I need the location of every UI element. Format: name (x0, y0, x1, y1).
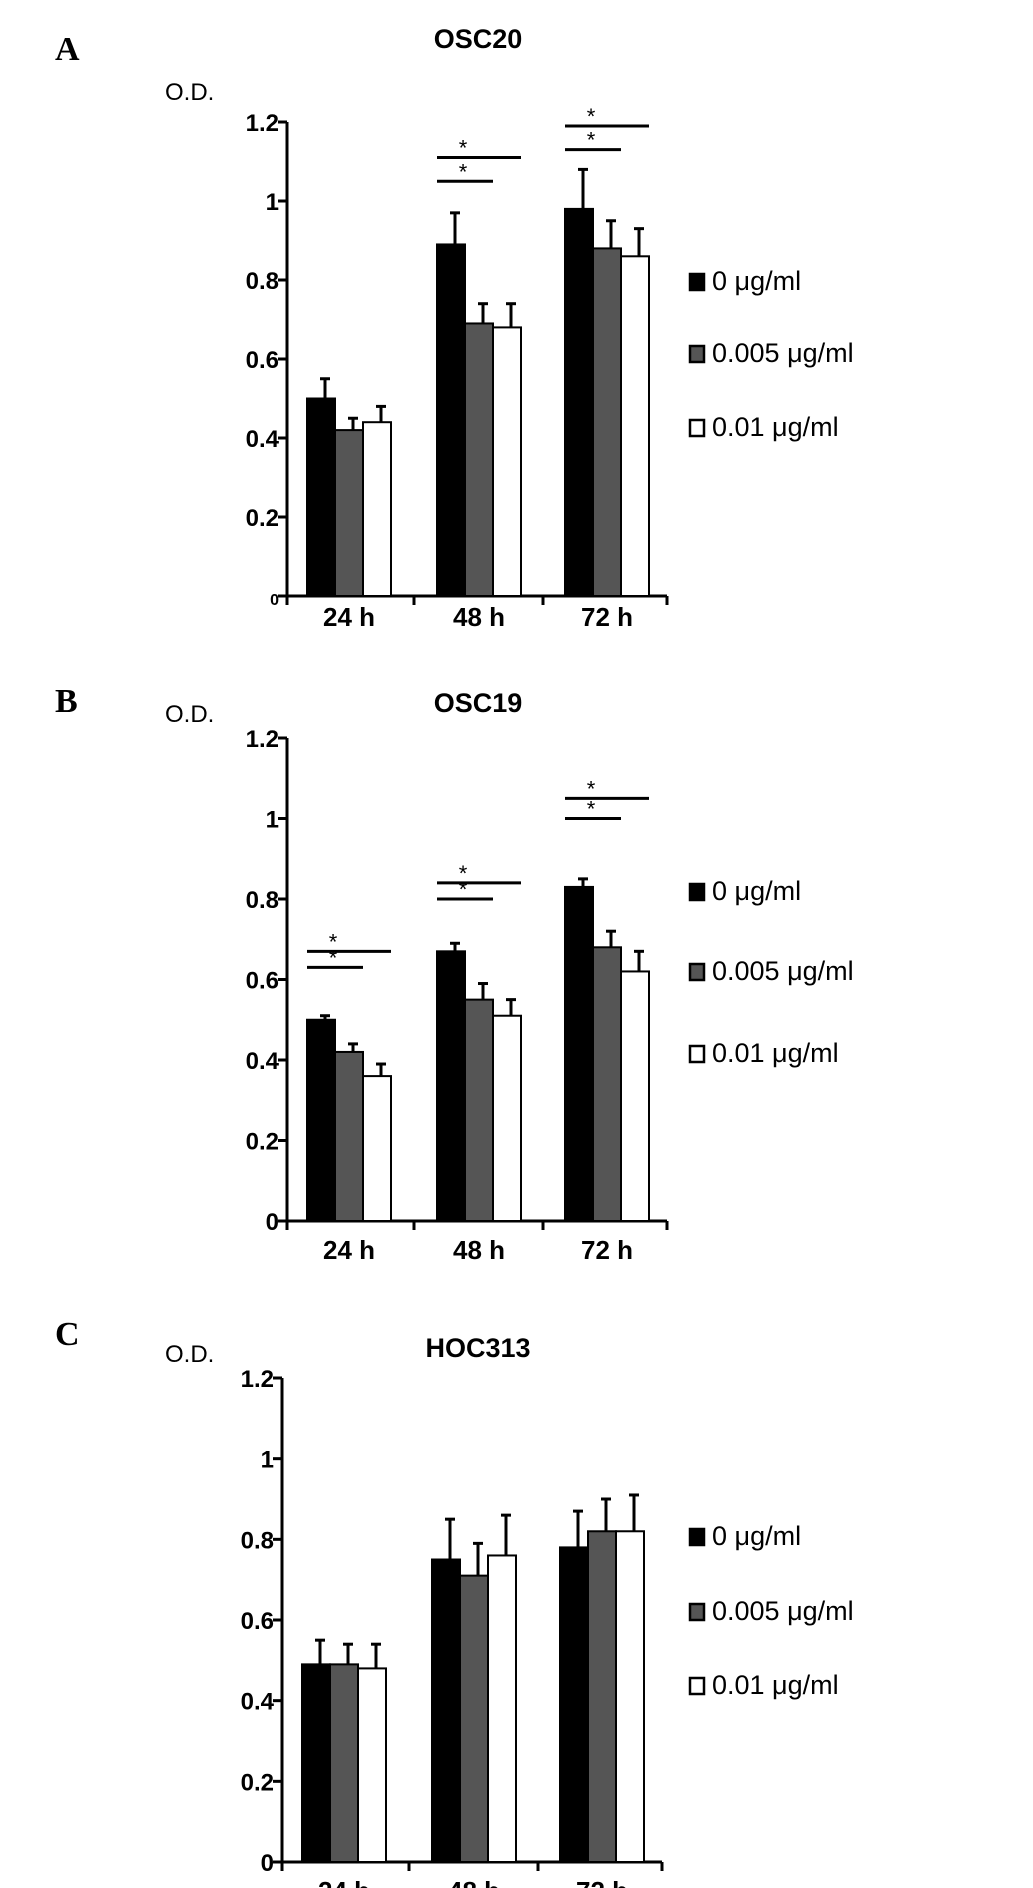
significance-star: * (459, 877, 468, 902)
legend-label: 0 μg/ml (712, 266, 801, 296)
legend-label: 0.005 μg/ml (712, 956, 854, 986)
panel-letter: A (55, 31, 80, 68)
legend-label: 0 μg/ml (712, 876, 801, 906)
y-tick-label: 0.6 (246, 347, 279, 374)
panel-letter: B (55, 683, 78, 720)
panel-b: B OSC19 O.D. 0 0.2 0.4 0.6 0.8 1 1.2 24 h 48 h 72 h *… (55, 683, 854, 1265)
y-tick-label: 1.2 (246, 110, 279, 137)
x-tick-label: 48 h (448, 1876, 500, 1888)
panel-a: A OSC20 O.D. 0 0.2 0.4 0.6 0.8 1 1.2 24 h 48 h 72 h *… (55, 24, 854, 632)
bar (306, 397, 336, 597)
legend-label: 0.01 μg/ml (712, 412, 839, 442)
bar (592, 247, 622, 597)
legend-label: 0.005 μg/ml (712, 1596, 854, 1626)
bar (620, 970, 650, 1223)
y-tick-label: 0.4 (246, 1048, 280, 1075)
bar (564, 207, 594, 597)
bar (362, 1075, 392, 1222)
bar (487, 1554, 517, 1863)
y-tick-label: 1 (261, 1447, 274, 1474)
panel-c: C HOC313 O.D. 0 0.2 0.4 0.6 0.8 1 1.2 24 h 48 h 72 h… (55, 1316, 854, 1888)
y-axis-label: O.D. (165, 79, 214, 106)
significance-star: * (329, 929, 338, 954)
legend-swatch (688, 882, 706, 902)
y-tick-label: 0.4 (241, 1689, 275, 1716)
y-tick-label: 1.2 (241, 1366, 274, 1393)
significance-star: * (587, 797, 596, 822)
bar (362, 421, 392, 598)
bar (492, 326, 522, 597)
y-tick-label: 0.8 (246, 268, 279, 295)
x-tick-label: 48 h (453, 602, 505, 632)
x-tick-label: 72 h (581, 1235, 633, 1265)
y-tick-label: 0.6 (246, 968, 279, 995)
significance-star: * (329, 945, 338, 970)
y-tick-label: 0 (270, 592, 279, 609)
x-tick-label: 24 h (318, 1876, 370, 1888)
significance-star: * (587, 128, 596, 153)
bar (559, 1546, 589, 1864)
y-tick-label: 1.2 (246, 726, 279, 753)
bar (620, 255, 650, 597)
legend-swatch (688, 1676, 706, 1696)
bar (301, 1663, 331, 1864)
legend-swatch (688, 1602, 706, 1622)
x-tick-label: 48 h (453, 1235, 505, 1265)
legend-swatch (688, 272, 706, 292)
legend-label: 0.005 μg/ml (712, 338, 854, 368)
bar (464, 998, 494, 1222)
x-tick-label: 24 h (323, 1235, 375, 1265)
bar (587, 1530, 617, 1864)
bar (431, 1558, 461, 1863)
y-tick-label: 0.8 (246, 887, 279, 914)
significance-star: * (587, 776, 596, 801)
y-tick-label: 0.4 (246, 426, 280, 453)
bar (592, 946, 622, 1222)
y-tick-label: 0.2 (246, 505, 279, 532)
bar (564, 885, 594, 1222)
legend-swatch (688, 344, 706, 364)
significance-star: * (587, 104, 596, 129)
significance-star: * (459, 861, 468, 886)
x-tick-label: 72 h (581, 602, 633, 632)
panel-letter: C (55, 1316, 80, 1353)
legend-swatch (688, 962, 706, 982)
legend-swatch (688, 418, 706, 438)
bar (436, 950, 466, 1222)
legend-swatch (688, 1044, 706, 1064)
legend-label: 0.01 μg/ml (712, 1670, 839, 1700)
bar (615, 1530, 645, 1864)
y-axis-label: O.D. (165, 701, 214, 728)
bar (306, 1018, 336, 1222)
significance-star: * (459, 136, 468, 161)
legend-label: 0.01 μg/ml (712, 1038, 839, 1068)
bar (334, 429, 364, 597)
y-tick-label: 0.2 (246, 1129, 279, 1156)
y-tick-label: 0.8 (241, 1527, 274, 1554)
y-tick-label: 1 (266, 189, 279, 216)
y-tick-label: 0.2 (241, 1769, 274, 1796)
x-tick-label: 72 h (576, 1876, 628, 1888)
significance-star: * (459, 159, 468, 184)
y-tick-label: 0.6 (241, 1608, 274, 1635)
bar (436, 243, 466, 597)
bar (464, 322, 494, 597)
bar (492, 1014, 522, 1222)
legend-swatch (688, 1527, 706, 1547)
bar (334, 1050, 364, 1222)
bar (459, 1574, 489, 1863)
chart-title: OSC19 (434, 688, 523, 718)
chart-title: OSC20 (434, 24, 523, 54)
bar (329, 1663, 359, 1864)
y-axis-label: O.D. (165, 1341, 214, 1368)
y-tick-label: 1 (266, 807, 279, 834)
chart-title: HOC313 (425, 1333, 530, 1363)
legend-label: 0 μg/ml (712, 1521, 801, 1551)
x-tick-label: 24 h (323, 602, 375, 632)
bar (357, 1667, 387, 1864)
y-tick-label: 0 (266, 1209, 279, 1236)
y-tick-label: 0 (261, 1850, 274, 1877)
